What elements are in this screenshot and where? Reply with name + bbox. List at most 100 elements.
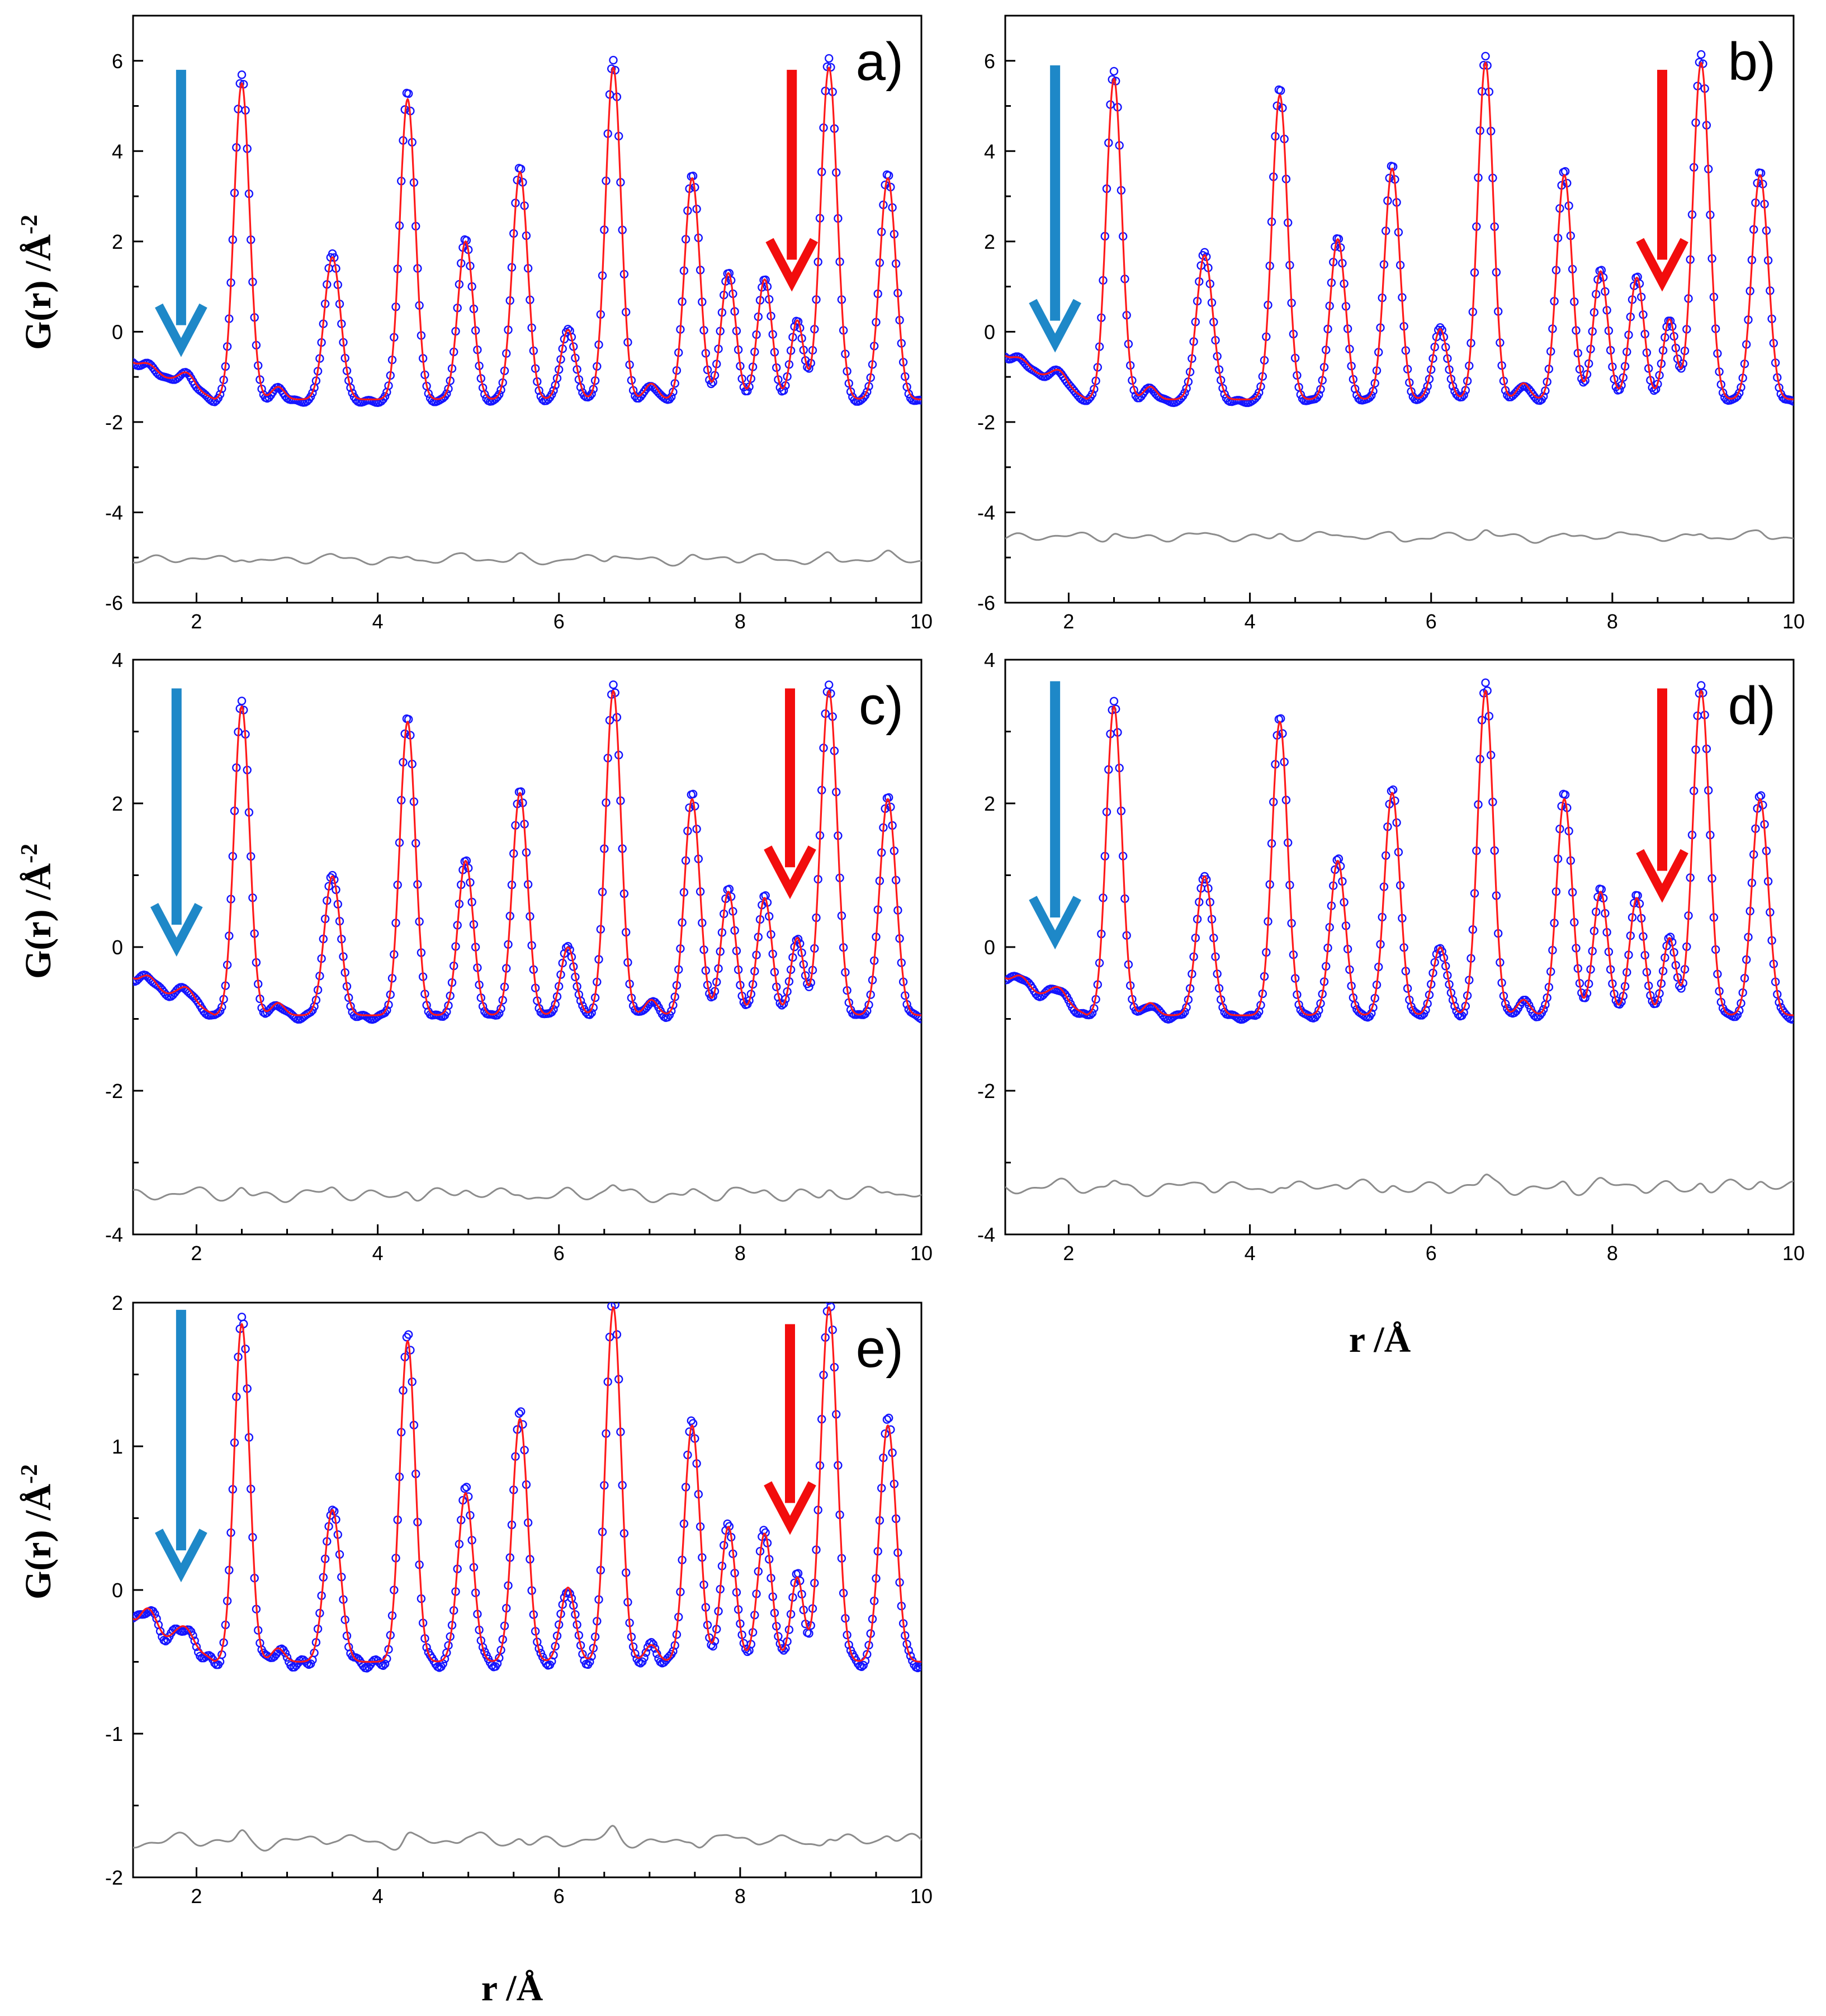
experimental-point [824, 680, 834, 689]
x-tick-label: 10 [1782, 1242, 1805, 1265]
y-tick-label: -4 [105, 1223, 123, 1246]
experimental-point [611, 1303, 619, 1309]
model-fit-line [133, 66, 921, 401]
experimental-point [380, 1659, 390, 1668]
experimental-point [1450, 1001, 1459, 1011]
experimental-point [1789, 1015, 1794, 1024]
x-tick-label: 8 [735, 1885, 746, 1908]
plot-area [133, 680, 921, 1204]
y-tick-label: -6 [105, 591, 123, 614]
experimental-point [1180, 389, 1189, 397]
panel-c: 2 4 6 8 10 -4 -2 0 2 4 c) [105, 649, 933, 1265]
x-tick-label: 10 [1782, 610, 1805, 633]
x-tick-label: 8 [1607, 610, 1618, 633]
x-tick-label: 10 [910, 610, 933, 633]
blue-arrow [155, 69, 207, 357]
experimental-point [779, 999, 788, 1009]
experimental-point [1481, 51, 1490, 61]
plot-frame [132, 659, 923, 1236]
experimental-point [777, 1644, 787, 1653]
y-tick-label: -2 [105, 1866, 123, 1889]
x-tick-label: 4 [372, 610, 384, 633]
experimental-point [669, 1001, 678, 1010]
y-axis-title-e: G(r) /Å-2 [17, 1464, 59, 1599]
experimental-point [1789, 397, 1794, 406]
experimental-point [587, 389, 596, 399]
y-axis-title-superscript: -2 [17, 844, 42, 863]
experimental-point [1651, 385, 1661, 394]
y-tick-label: -1 [105, 1722, 123, 1745]
model-fit-line [1005, 61, 1794, 401]
experimental-point [1109, 67, 1119, 76]
difference-curve [133, 1184, 921, 1204]
panel-d: 2 4 6 8 10 -4 -2 0 2 4 d) [977, 649, 1805, 1265]
experimental-point [328, 1506, 337, 1515]
blue-arrow [155, 1309, 207, 1583]
y-tick-label: -2 [977, 411, 995, 434]
experimental-point [404, 1330, 413, 1339]
experimental-point [1109, 697, 1119, 706]
y-tick-label: 0 [112, 936, 123, 959]
experimental-series [1005, 678, 1794, 1024]
experimental-point [517, 1407, 526, 1416]
experimental-point [460, 1484, 469, 1493]
x-tick-label: 4 [1245, 1242, 1256, 1265]
experimental-point [346, 383, 355, 392]
experimental-point [215, 390, 225, 399]
experimental-point [859, 1660, 868, 1670]
panel-label: b) [1728, 32, 1776, 92]
y-tick-label: -4 [977, 1223, 995, 1246]
plot-frame [1004, 659, 1795, 1236]
model-fit-line [133, 1305, 921, 1663]
plot-area [1005, 50, 1794, 544]
experimental-point [237, 697, 247, 706]
experimental-point [1276, 86, 1285, 95]
y-tick-label: 2 [112, 1291, 123, 1314]
experimental-point [649, 1640, 658, 1649]
experimental-point [1696, 50, 1706, 59]
experimental-point [1458, 392, 1467, 401]
y-tick-label: 0 [112, 1579, 123, 1602]
experimental-point [379, 1661, 387, 1670]
y-tick-label: 1 [112, 1435, 123, 1458]
panel-label: a) [856, 32, 903, 92]
experimental-point [462, 1483, 471, 1492]
blue-arrow [150, 688, 203, 957]
y-tick-label: 0 [112, 320, 123, 343]
experimental-point [380, 392, 390, 401]
red-arrow [765, 69, 819, 292]
x-tick-label: 10 [910, 1242, 933, 1265]
y-tick-label: 4 [112, 649, 123, 671]
experimental-point [282, 1653, 292, 1662]
y-tick-label: 4 [112, 140, 123, 163]
y-tick-label: 4 [984, 140, 995, 163]
plot-area [1005, 678, 1794, 1198]
y-axis-title-text: G(r) /Å [18, 234, 59, 350]
experimental-point [237, 1312, 247, 1322]
experimental-point [666, 1006, 676, 1016]
y-axis-title-c: G(r) /Å-2 [17, 844, 59, 979]
experimental-point [190, 1636, 199, 1645]
x-tick-label: 2 [191, 1885, 202, 1908]
experimental-point [564, 325, 573, 334]
difference-curve [1005, 1173, 1794, 1198]
y-tick-label: 0 [984, 320, 995, 343]
experimental-point [1481, 678, 1490, 687]
experimental-point [805, 982, 813, 991]
x-tick-label: 4 [372, 1242, 384, 1265]
x-tick-label: 8 [735, 1242, 746, 1265]
experimental-point [549, 386, 558, 395]
experimental-point [647, 1638, 656, 1647]
model-fit-line [133, 689, 921, 1016]
difference-curve [1005, 529, 1794, 544]
red-arrow [1636, 69, 1688, 292]
panel-e: 2 4 6 8 10 -2 -1 0 1 2 e) [105, 1291, 933, 1908]
experimental-point [1525, 1001, 1534, 1010]
x-tick-label: 6 [554, 1885, 565, 1908]
y-tick-label: -6 [977, 591, 995, 614]
experimental-point [917, 396, 921, 405]
experimental-point [496, 1645, 505, 1655]
red-arrow [1636, 688, 1688, 903]
experimental-point [1365, 393, 1374, 402]
